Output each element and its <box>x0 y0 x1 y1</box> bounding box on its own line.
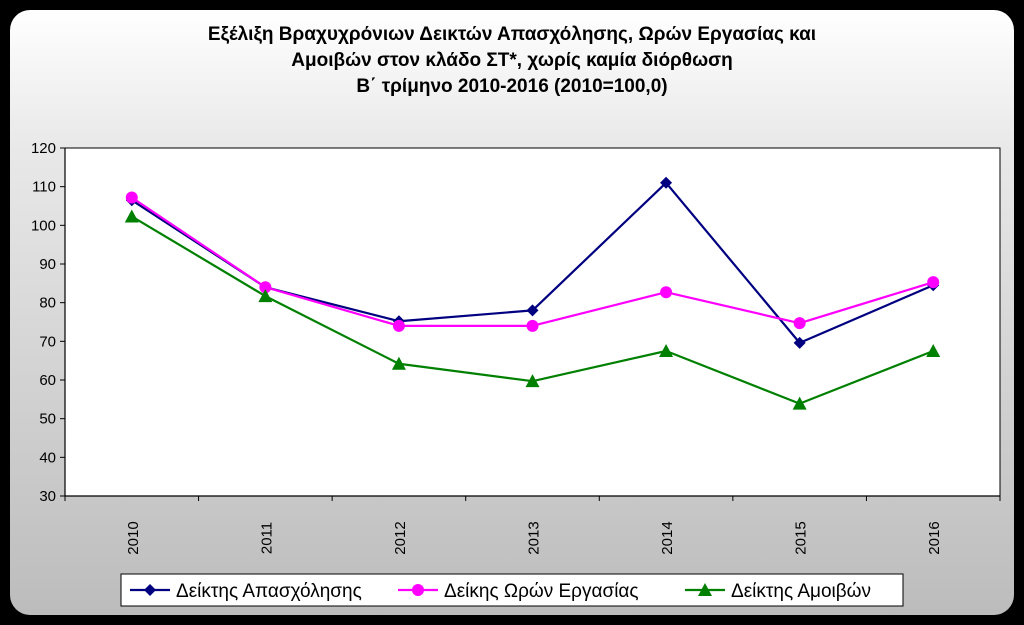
legend-label-3: Δείκτης Αμοιβών <box>731 581 871 602</box>
y-tick-label: 40 <box>39 449 56 466</box>
legend: Δείκτης Απασχόλησης Δείκης Ωρών Εργασίας Δ… <box>121 574 903 606</box>
series-2-point <box>126 191 138 203</box>
x-tick-label: 2014 <box>659 521 676 554</box>
y-tick-label: 120 <box>31 140 56 157</box>
series-2-point <box>794 317 806 329</box>
y-tick-label: 80 <box>39 295 56 312</box>
legend-label-2: Δείκης Ωρών Εργασίας <box>444 581 639 602</box>
series-2-point <box>660 286 672 298</box>
x-tick-label: 2012 <box>392 521 409 554</box>
y-tick-label: 100 <box>31 217 56 234</box>
chart-svg: 30 40 50 60 70 80 90 100 110 120 2010 2011 2012 2013 2… <box>10 10 1014 615</box>
x-tick-label: 2010 <box>125 521 142 554</box>
chart-frame: Εξέλιξη Βραχυχρόνιων Δεικτών Απασχόλησης… <box>10 10 1014 615</box>
x-tick-label: 2013 <box>526 521 543 554</box>
series-2-point <box>927 276 939 288</box>
x-tick-label: 2016 <box>926 521 943 554</box>
y-tick-label: 110 <box>32 179 56 196</box>
y-tick-label: 60 <box>39 372 56 389</box>
legend-label-1: Δείκτης Απασχόλησης <box>176 581 362 602</box>
y-tick-label: 70 <box>39 333 56 350</box>
legend-marker-2 <box>412 584 424 596</box>
y-tick-label: 90 <box>39 256 56 273</box>
series-2-point <box>393 320 405 332</box>
y-tick-label: 50 <box>39 411 56 428</box>
y-tick-label: 30 <box>39 488 56 505</box>
x-tick-label: 2015 <box>793 521 810 554</box>
x-tick-label: 2011 <box>258 522 275 554</box>
series-2-point <box>527 320 539 332</box>
